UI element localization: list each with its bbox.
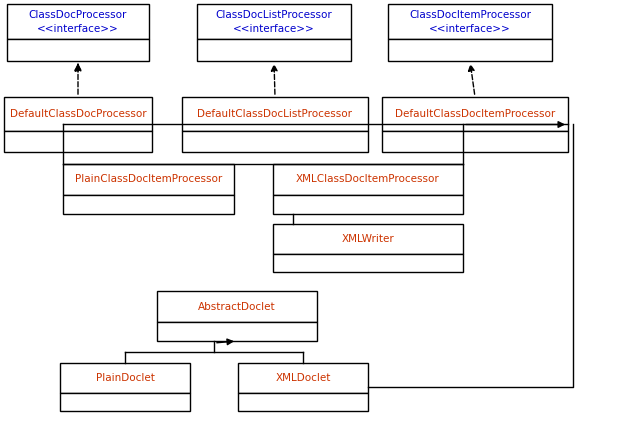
- Bar: [7, 4, 149, 39]
- Text: DefaultClassDocListProcessor: DefaultClassDocListProcessor: [198, 109, 352, 119]
- Text: PlainDoclet: PlainDoclet: [95, 373, 154, 383]
- Bar: [182, 131, 368, 152]
- Bar: [60, 393, 190, 411]
- Bar: [382, 97, 568, 131]
- Bar: [382, 131, 568, 152]
- Bar: [60, 363, 190, 393]
- Bar: [157, 322, 317, 341]
- Bar: [273, 164, 463, 195]
- Bar: [238, 393, 368, 411]
- Text: DefaultClassDocProcessor: DefaultClassDocProcessor: [9, 109, 146, 119]
- Bar: [238, 363, 368, 393]
- Bar: [273, 254, 463, 272]
- Bar: [63, 195, 234, 214]
- Bar: [4, 97, 152, 131]
- Bar: [388, 4, 552, 39]
- Bar: [7, 39, 149, 61]
- Text: ClassDocProcessor
<<interface>>: ClassDocProcessor <<interface>>: [29, 10, 127, 34]
- Text: XMLClassDocItemProcessor: XMLClassDocItemProcessor: [296, 175, 440, 184]
- Bar: [157, 291, 317, 322]
- Text: PlainClassDocItemProcessor: PlainClassDocItemProcessor: [75, 175, 222, 184]
- Text: XMLWriter: XMLWriter: [342, 234, 394, 244]
- Bar: [273, 224, 463, 254]
- Bar: [63, 164, 234, 195]
- Text: ClassDocItemProcessor
<<interface>>: ClassDocItemProcessor <<interface>>: [409, 10, 531, 34]
- Bar: [197, 39, 351, 61]
- Bar: [388, 39, 552, 61]
- Text: AbstractDoclet: AbstractDoclet: [198, 302, 276, 311]
- Bar: [4, 131, 152, 152]
- Bar: [182, 97, 368, 131]
- Text: DefaultClassDocItemProcessor: DefaultClassDocItemProcessor: [395, 109, 555, 119]
- Bar: [197, 4, 351, 39]
- Text: XMLDoclet: XMLDoclet: [275, 373, 330, 383]
- Bar: [273, 195, 463, 214]
- Text: ClassDocListProcessor
<<interface>>: ClassDocListProcessor <<interface>>: [216, 10, 332, 34]
